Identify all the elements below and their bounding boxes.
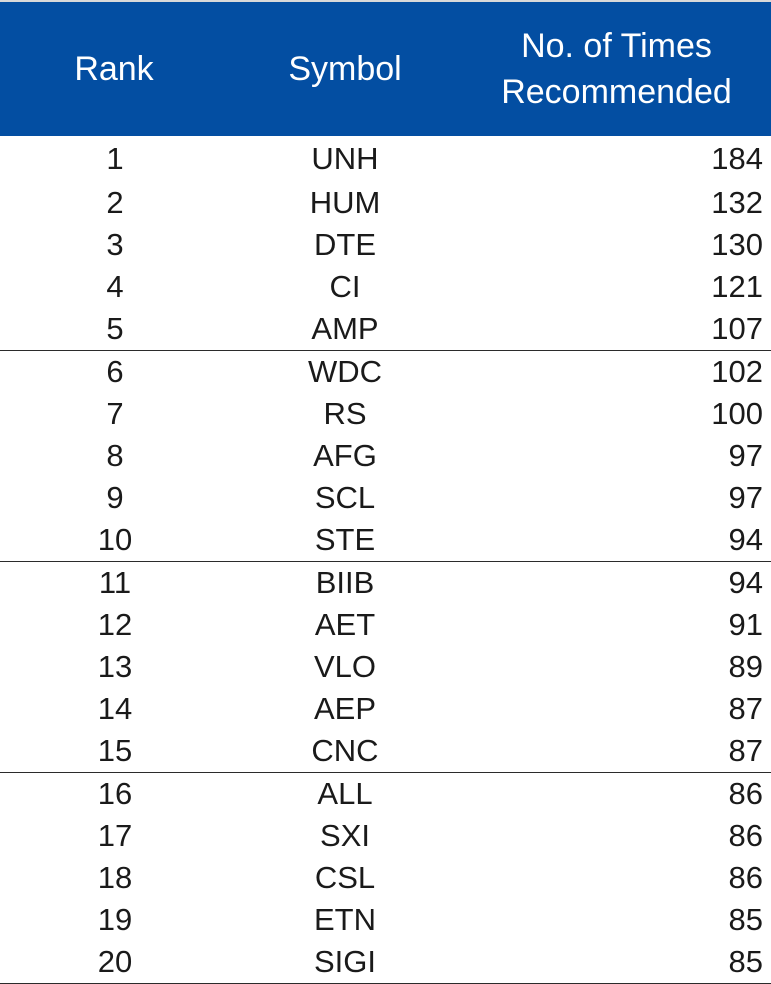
header-symbol: Symbol — [230, 2, 460, 136]
table-row: 14 AEP 87 — [0, 688, 771, 730]
times-recommended-cell: 85 — [460, 941, 771, 984]
times-recommended-cell: 97 — [728, 480, 763, 515]
symbol-cell: AFG — [313, 438, 377, 473]
times-recommended-cell: 87 — [460, 730, 771, 773]
table-row: 8 AFG 97 — [0, 435, 771, 477]
symbol-cell: DTE — [314, 227, 376, 262]
symbol-cell: AEP — [313, 691, 377, 726]
times-recommended-cell: 184 — [711, 141, 763, 176]
symbol-cell: ALL — [317, 776, 373, 811]
symbol-cell: UNH — [311, 141, 379, 176]
rank-cell: 10 — [0, 519, 230, 562]
times-recommended-cell: 132 — [711, 185, 763, 220]
table-row: 3 DTE 130 — [0, 224, 771, 266]
rank-cell: 8 — [106, 438, 124, 473]
symbol-cell: STE — [230, 519, 460, 562]
table-row: 16 ALL 86 — [0, 773, 771, 816]
times-recommended-cell: 97 — [728, 438, 763, 473]
symbol-cell: CNC — [230, 730, 460, 773]
rank-cell: 2 — [106, 185, 124, 220]
times-recommended-cell: 89 — [728, 649, 763, 684]
times-recommended-cell: 94 — [460, 519, 771, 562]
table-row: 4 CI 121 — [0, 266, 771, 308]
times-recommended-cell: 102 — [711, 354, 763, 389]
times-recommended-cell: 86 — [728, 776, 763, 811]
rank-cell: 12 — [97, 607, 133, 642]
rank-cell: 19 — [97, 902, 133, 937]
symbol-cell: CSL — [314, 860, 376, 895]
times-recommended-cell: 87 — [728, 691, 763, 726]
symbol-cell: SXI — [320, 818, 370, 853]
rank-cell: 5 — [0, 308, 230, 351]
table-row: 6 WDC 102 — [0, 351, 771, 394]
table-row: 1 UNH 184 — [0, 136, 771, 182]
rank-cell: 7 — [106, 396, 124, 431]
times-recommended-cell: 85 — [728, 902, 763, 937]
times-recommended-cell: 91 — [728, 607, 763, 642]
top-rule — [0, 0, 771, 2]
symbol-cell: ETN — [314, 902, 376, 937]
header-rank: Rank — [0, 2, 230, 136]
symbol-cell: VLO — [313, 649, 377, 684]
header-times-recommended-line2: Recommended — [501, 73, 732, 111]
table-row: 15 CNC 87 — [0, 730, 771, 773]
table-row: 7 RS 100 — [0, 393, 771, 435]
rank-cell: 16 — [97, 776, 133, 811]
rank-cell: 4 — [106, 269, 124, 304]
symbol-cell: BIIB — [315, 565, 375, 600]
table-row: 12 AET 91 — [0, 604, 771, 646]
times-recommended-cell: 130 — [711, 227, 763, 262]
table-row: 17 SXI 86 — [0, 815, 771, 857]
rank-cell: 15 — [0, 730, 230, 773]
times-recommended-cell: 86 — [728, 818, 763, 853]
symbol-cell: RS — [323, 396, 367, 431]
times-recommended-cell: 86 — [728, 860, 763, 895]
rank-cell: 1 — [106, 141, 124, 176]
rank-cell: 11 — [98, 565, 132, 600]
times-recommended-cell: 107 — [460, 308, 771, 351]
rank-cell: 9 — [106, 480, 124, 515]
rank-cell: 6 — [106, 354, 124, 389]
times-recommended-cell: 100 — [711, 396, 763, 431]
header-times-recommended-line1: No. of Times — [521, 27, 712, 65]
symbol-cell: AMP — [230, 308, 460, 351]
rank-cell: 14 — [97, 691, 133, 726]
header-row: Rank Symbol No. of Times Recommended — [0, 2, 771, 136]
symbol-cell: SIGI — [230, 941, 460, 984]
table-row: 11 BIIB 94 — [0, 562, 771, 605]
table-row: 5 AMP 107 — [0, 308, 771, 351]
rank-cell: 13 — [97, 649, 133, 684]
table-row: 10 STE 94 — [0, 519, 771, 562]
table-row: 18 CSL 86 — [0, 857, 771, 899]
rank-cell: 20 — [0, 941, 230, 984]
table-row: 19 ETN 85 — [0, 899, 771, 941]
times-recommended-cell: 121 — [711, 269, 763, 304]
symbol-cell: AET — [314, 607, 376, 642]
table-row: 20 SIGI 85 — [0, 941, 771, 984]
table-row: 2 HUM 132 — [0, 182, 771, 224]
table-header: Rank Symbol No. of Times Recommended — [0, 2, 771, 136]
table-row: 13 VLO 89 — [0, 646, 771, 688]
header-times-recommended: No. of Times Recommended — [460, 2, 771, 136]
symbol-cell: CI — [329, 269, 361, 304]
table-body: 1 UNH 184 2 HUM 132 3 DTE 130 4 CI 121 5 AMP 107 6 WDC 10… — [0, 136, 771, 984]
rank-cell: 18 — [97, 860, 133, 895]
symbol-cell: SCL — [314, 480, 376, 515]
rank-cell: 3 — [106, 227, 124, 262]
symbol-cell: HUM — [309, 185, 381, 220]
table-row: 9 SCL 97 — [0, 477, 771, 519]
times-recommended-cell: 94 — [728, 565, 763, 600]
symbol-cell: WDC — [307, 354, 383, 389]
rank-cell: 17 — [97, 818, 133, 853]
